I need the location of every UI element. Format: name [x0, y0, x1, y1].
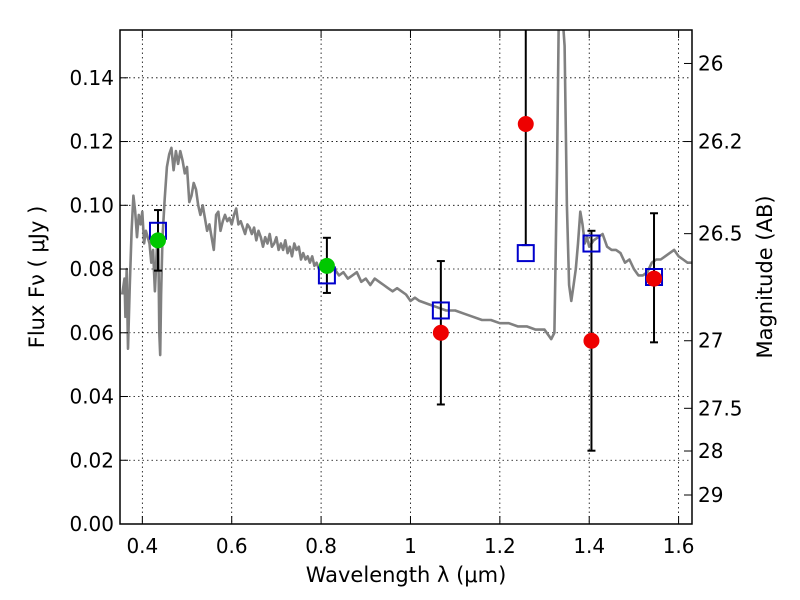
- model-square: [582, 234, 601, 253]
- x-tick-label: 1: [404, 534, 417, 558]
- y-axis-label: Flux Fν ( μJy ): [25, 206, 49, 349]
- y2-tick-label: 28: [698, 439, 723, 463]
- x-tick-label: 0.8: [305, 534, 337, 558]
- y-tick-label: 0.14: [69, 66, 114, 90]
- red-data-point: [646, 270, 663, 287]
- x-tick-label: 1.2: [484, 534, 516, 558]
- spectrum-line: [120, 30, 692, 357]
- red-data-point: [583, 332, 600, 349]
- y-tick-label: 0.10: [69, 193, 114, 217]
- green-data-point: [318, 257, 335, 274]
- y2-tick-label: 29: [698, 483, 723, 507]
- plot-series: [120, 30, 692, 452]
- y-tick-label: 0.12: [69, 130, 114, 154]
- plot-frame: [119, 29, 693, 525]
- red-data-point: [517, 116, 534, 133]
- y-tick-label: 0.08: [69, 257, 114, 281]
- model-square: [516, 244, 535, 263]
- model-square: [431, 301, 450, 320]
- y2-axis-label: Magnitude (AB): [753, 195, 777, 358]
- grid: [120, 30, 692, 525]
- y-tick-label: 0.00: [69, 512, 114, 536]
- x-tick-label: 0.4: [126, 534, 158, 558]
- x-tick-label: 1.6: [663, 534, 695, 558]
- y2-tick-label: 27.5: [698, 396, 743, 420]
- y-tick-label: 0.04: [69, 385, 114, 409]
- y-tick-label: 0.06: [69, 321, 114, 345]
- y-tick-label: 0.02: [69, 448, 114, 472]
- x-tick-label: 0.6: [216, 534, 248, 558]
- x-tick-label: 1.4: [573, 534, 605, 558]
- green-data-point: [149, 232, 166, 249]
- tick-labels: 0.4 0.6 0.8 1 1.2 1.4 1.6 0.00 0.02 0.04 0.06 0.08 0…: [69, 51, 742, 558]
- y2-tick-label: 26.2: [698, 130, 743, 154]
- y2-tick-label: 26: [698, 51, 723, 75]
- x-axis-label: Wavelength λ (μm): [306, 563, 507, 587]
- red-data-point: [432, 324, 449, 341]
- y2-tick-label: 26.5: [698, 222, 743, 246]
- axes: [119, 29, 693, 525]
- y2-tick-label: 27: [698, 329, 723, 353]
